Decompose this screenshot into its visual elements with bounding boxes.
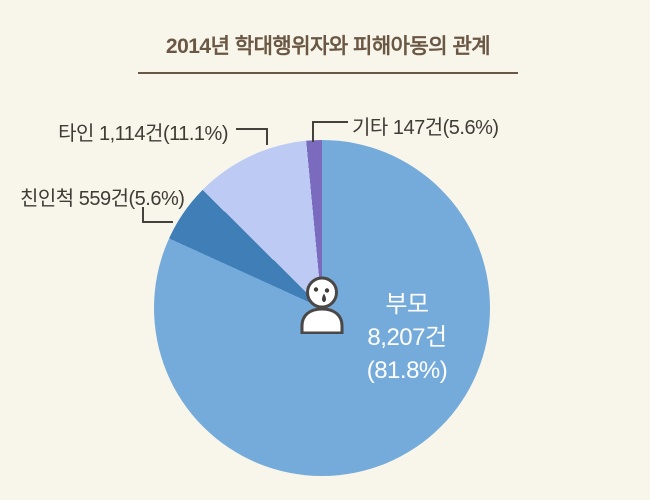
center-label-count: 8,207건 (367, 324, 447, 351)
callout-line-tain-horizontal (236, 128, 268, 130)
callout-line-chinincheok-vertical (142, 207, 144, 223)
callout-label-tain: 타인 1,114건(11.1%) (58, 123, 228, 145)
chart-title: 2014년 학대행위자와 피해아동의 관계 (165, 35, 491, 58)
center-label-percent: (81.8%) (366, 357, 448, 384)
child-head-shape (306, 276, 338, 309)
callout-line-chinincheok-horizontal (142, 221, 173, 223)
title-block: 2014년 학대행위자와 피해아동의 관계 (138, 30, 518, 74)
center-label-name: 부모 (385, 291, 429, 318)
child-tear-mouth (322, 293, 326, 303)
callout-line-gita-vertical (312, 121, 314, 142)
child-right-eye (324, 288, 330, 293)
child-left-eye (313, 287, 319, 292)
callout-line-tain-vertical (266, 128, 268, 145)
callout-line-gita-horizontal (312, 121, 348, 123)
callout-label-gita: 기타 147건(5.6%) (352, 117, 499, 139)
center-label-parents: 부모 8,207건 (81.8%) (337, 288, 477, 387)
child-body-shape (300, 307, 344, 334)
crying-child-icon (300, 276, 344, 334)
callout-label-chinincheok: 친인척 559건(5.6%) (20, 188, 185, 210)
